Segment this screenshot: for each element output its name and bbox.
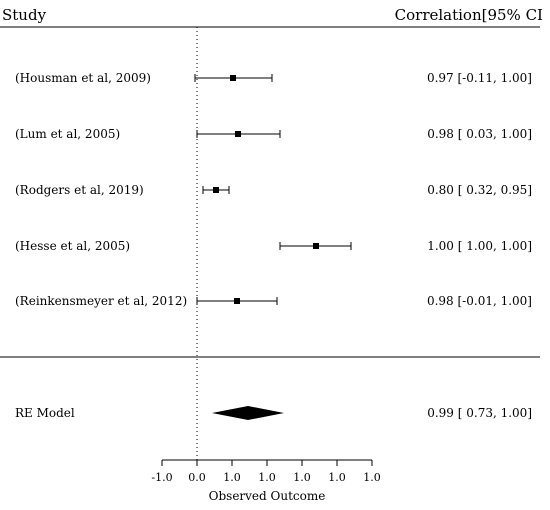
study-row: (Housman et al, 2009) 0.97 [-0.11, 1.00] [15,71,532,85]
study-label: (Housman et al, 2009) [15,71,151,85]
point-estimate [213,187,219,193]
x-tick-label: 1.0 [223,471,241,484]
x-tick-label: 1.0 [328,471,346,484]
study-ci-text: 0.97 [-0.11, 1.00] [427,71,532,85]
summary-label: RE Model [15,406,75,420]
point-estimate [313,243,319,249]
study-label: (Hesse et al, 2005) [15,239,130,253]
x-tick-label: 1.0 [363,471,381,484]
x-tick-label: 1.0 [293,471,311,484]
study-row: (Reinkensmeyer et al, 2012) 0.98 [-0.01, … [15,294,532,308]
header-study: Study [2,6,47,24]
study-label: (Reinkensmeyer et al, 2012) [15,294,187,308]
study-label: (Lum et al, 2005) [15,127,120,141]
x-axis-label: Observed Outcome [209,489,326,503]
study-ci-text: 0.98 [-0.01, 1.00] [427,294,532,308]
header-correlation: Correlation[95% CI [395,6,543,24]
study-ci-text: 0.80 [ 0.32, 0.95] [427,183,532,197]
summary-diamond [212,406,284,420]
x-tick-label: 0.0 [188,471,206,484]
study-ci-text: 0.98 [ 0.03, 1.00] [427,127,532,141]
study-row: (Hesse et al, 2005) 1.00 [ 1.00, 1.00] [15,239,532,253]
study-rows: (Housman et al, 2009) 0.97 [-0.11, 1.00](… [15,71,532,308]
summary-ci-text: 0.99 [ 0.73, 1.00] [427,406,532,420]
x-tick-label: -1.0 [151,471,172,484]
point-estimate [230,75,236,81]
point-estimate [235,131,241,137]
study-ci-text: 1.00 [ 1.00, 1.00] [427,239,532,253]
study-row: (Rodgers et al, 2019) 0.80 [ 0.32, 0.95] [15,183,532,197]
x-axis-ticks: -1.0 0.0 1.0 1.0 1.0 1.0 1.0 [151,460,381,484]
x-tick-label: 1.0 [258,471,276,484]
point-estimate [234,298,240,304]
study-row: (Lum et al, 2005) 0.98 [ 0.03, 1.00] [15,127,532,141]
study-label: (Rodgers et al, 2019) [15,183,144,197]
